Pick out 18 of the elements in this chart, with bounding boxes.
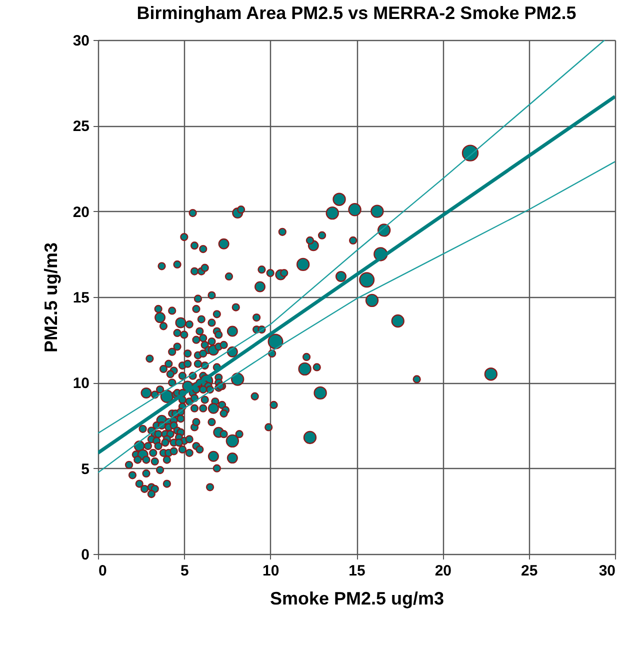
y-axis-title: PM2.5 ug/m3 <box>40 242 61 353</box>
y-tick-label: 30 <box>72 32 90 50</box>
y-tick-label: 15 <box>72 290 90 306</box>
x-tick-label: 25 <box>520 562 538 580</box>
chart-title: Birmingham Area PM2.5 vs MERRA-2 Smoke PM2.5 <box>136 3 576 23</box>
y-tick-label: 0 <box>81 546 90 564</box>
x-tick-label: 15 <box>348 562 366 580</box>
y-tick-label: 20 <box>72 204 90 221</box>
x-axis-title: Smoke PM2.5 ug/m3 <box>270 588 444 608</box>
y-tick-label: 5 <box>81 460 90 478</box>
y-tick-label: 25 <box>72 118 90 136</box>
x-tick-label: 20 <box>434 562 452 580</box>
x-tick-label: 5 <box>180 562 189 580</box>
line-series <box>98 40 606 434</box>
y-tick-label: 10 <box>72 375 90 392</box>
x-tick-label: 0 <box>98 562 107 580</box>
x-tick-label: 30 <box>598 562 616 580</box>
x-tick-label: 10 <box>262 562 280 580</box>
